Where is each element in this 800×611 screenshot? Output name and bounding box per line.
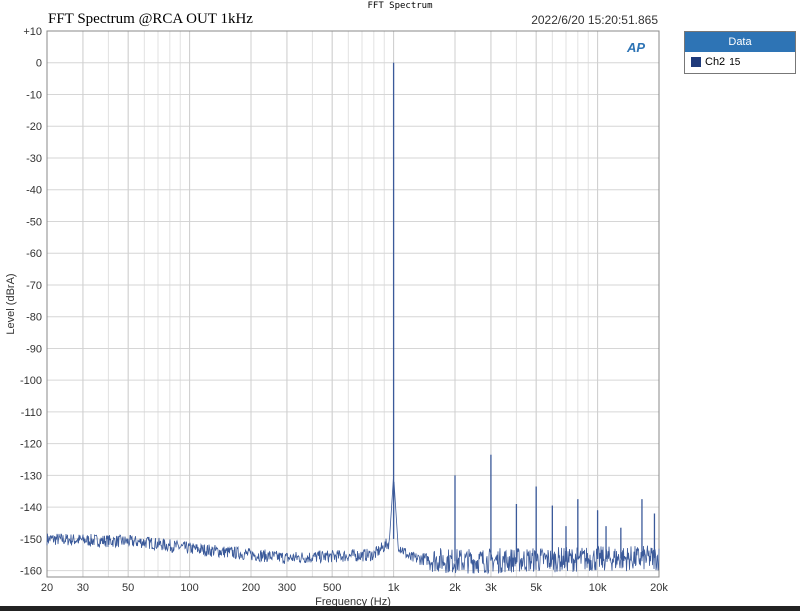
spectrum-trace	[46, 62, 660, 575]
y-tick-label: -110	[21, 407, 42, 419]
y-tick-label: -10	[26, 89, 42, 101]
x-tick-label: 5k	[530, 582, 542, 594]
window-title: FFT Spectrum	[367, 1, 433, 11]
y-tick-label: -140	[20, 502, 42, 514]
x-tick-label: 500	[323, 582, 341, 594]
y-tick-label: -90	[26, 343, 42, 355]
y-tick-label: -70	[26, 280, 42, 292]
x-tick-label: 100	[180, 582, 198, 594]
x-tick-label: 200	[242, 582, 260, 594]
x-tick-label: 2k	[449, 582, 461, 594]
plot-frame	[46, 30, 660, 578]
y-tick-label: -40	[26, 185, 42, 197]
legend-title: Data	[685, 32, 795, 52]
y-tick-label: -60	[26, 248, 42, 260]
y-tick-label: -50	[26, 216, 42, 228]
x-tick-label: 300	[278, 582, 296, 594]
x-tick-label: 50	[122, 582, 134, 594]
chart-title: FFT Spectrum @RCA OUT 1kHz	[48, 11, 253, 27]
legend-name: Ch2	[705, 56, 726, 68]
y-tick-label: -120	[20, 439, 42, 451]
x-tick-label: 30	[77, 582, 89, 594]
x-tick-label: 3k	[485, 582, 497, 594]
y-tick-label: 0	[36, 58, 42, 70]
y-tick-label: -130	[20, 470, 42, 482]
y-tick-label: -20	[26, 121, 42, 133]
x-tick-label: 20	[41, 582, 53, 594]
legend: Data Ch2 15	[684, 31, 796, 74]
y-tick-label: -80	[26, 312, 42, 324]
timestamp: 2022/6/20 15:20:51.865	[531, 13, 658, 27]
legend-suffix: 15	[729, 56, 741, 68]
y-tick-label: +10	[23, 26, 42, 38]
x-axis-label: Frequency (Hz)	[315, 596, 391, 608]
y-tick-label: -150	[20, 534, 42, 546]
x-tick-label: 10k	[589, 582, 607, 594]
y-tick-label: -160	[20, 566, 42, 578]
y-axis-label: Level (dBrA)	[5, 273, 17, 334]
y-tick-label: -100	[20, 375, 42, 387]
legend-swatch	[691, 57, 701, 67]
x-tick-label: 1k	[388, 582, 400, 594]
bottom-border	[0, 606, 800, 611]
ap-logo: AP	[626, 40, 645, 55]
legend-entry[interactable]: Ch2 15	[685, 52, 795, 68]
x-tick-label: 20k	[650, 582, 668, 594]
y-tick-label: -30	[26, 153, 42, 165]
